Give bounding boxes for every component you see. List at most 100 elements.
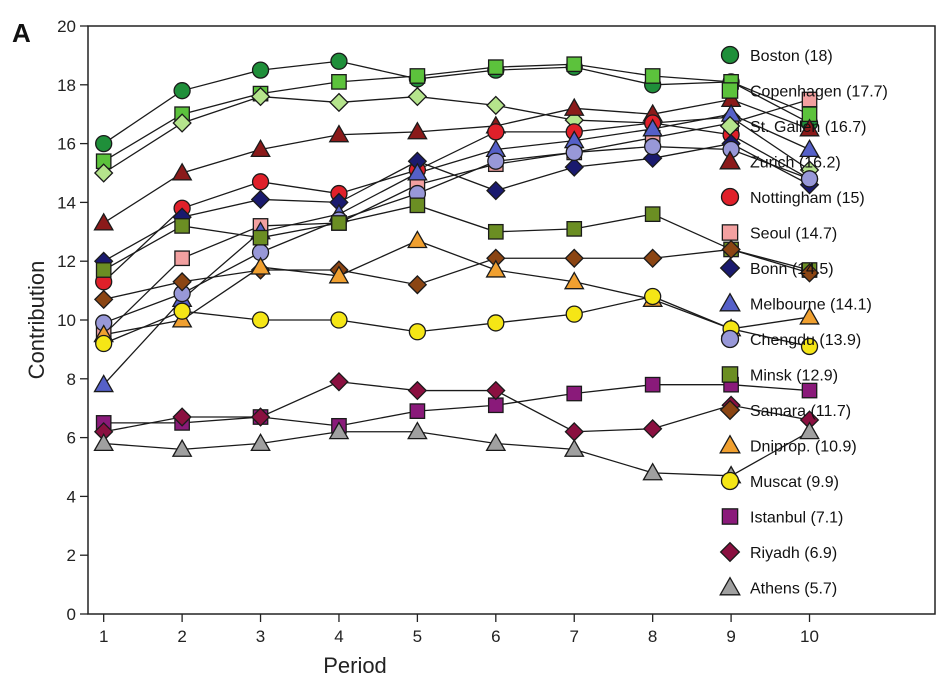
data-point bbox=[95, 134, 113, 153]
panel-label: A bbox=[12, 18, 31, 48]
data-point bbox=[408, 323, 427, 341]
data-point bbox=[328, 124, 350, 143]
series-line bbox=[103, 98, 810, 336]
legend-marker bbox=[719, 399, 741, 421]
data-point bbox=[799, 138, 820, 158]
data-point bbox=[801, 382, 818, 399]
data-point bbox=[644, 287, 662, 306]
data-point bbox=[564, 248, 584, 268]
data-point bbox=[487, 223, 504, 240]
data-point bbox=[487, 59, 504, 76]
x-tick-label: 4 bbox=[334, 627, 343, 646]
data-point bbox=[487, 123, 505, 141]
data-point bbox=[250, 138, 271, 158]
data-point bbox=[564, 422, 584, 442]
data-point bbox=[171, 162, 193, 181]
data-point bbox=[644, 376, 661, 393]
data-point bbox=[566, 56, 583, 73]
data-point bbox=[407, 275, 428, 295]
data-point bbox=[485, 432, 507, 452]
series-line bbox=[103, 145, 810, 324]
data-point bbox=[171, 438, 193, 457]
x-tick-label: 7 bbox=[570, 627, 579, 646]
legend-label: Chengdu (13.9) bbox=[750, 332, 861, 349]
data-point bbox=[487, 314, 505, 332]
legend-marker bbox=[719, 115, 741, 137]
legend-marker bbox=[720, 329, 740, 349]
series-line bbox=[103, 142, 810, 262]
y-tick-label: 2 bbox=[67, 546, 76, 565]
series-line bbox=[103, 248, 810, 301]
data-point bbox=[721, 239, 741, 260]
legend-label: Muscat (9.9) bbox=[750, 474, 839, 491]
data-point bbox=[801, 91, 818, 108]
legend-label: Melbourne (14.1) bbox=[750, 297, 872, 314]
data-point bbox=[800, 337, 819, 356]
data-point bbox=[409, 197, 426, 214]
data-point bbox=[250, 86, 271, 107]
legend-label: Boston (18) bbox=[750, 48, 833, 65]
data-point bbox=[563, 438, 585, 457]
series-line bbox=[103, 381, 810, 433]
data-point bbox=[407, 86, 428, 107]
data-point bbox=[172, 113, 192, 133]
y-tick-label: 18 bbox=[57, 76, 76, 95]
y-tick-label: 14 bbox=[57, 193, 76, 212]
data-point bbox=[563, 97, 585, 116]
data-point bbox=[799, 118, 820, 137]
data-point bbox=[93, 432, 115, 452]
data-point bbox=[487, 152, 505, 170]
data-point bbox=[329, 372, 349, 392]
legend-marker bbox=[721, 366, 739, 383]
data-point bbox=[485, 259, 507, 278]
data-point bbox=[250, 189, 271, 210]
data-point bbox=[251, 61, 270, 79]
data-point bbox=[486, 95, 506, 116]
series-line bbox=[103, 384, 810, 427]
legend-label: Riyadh (6.9) bbox=[750, 545, 837, 562]
data-point bbox=[486, 180, 506, 201]
x-tick-label: 5 bbox=[413, 627, 422, 646]
data-point bbox=[93, 374, 115, 393]
data-point bbox=[330, 311, 348, 329]
y-tick-label: 10 bbox=[57, 311, 76, 330]
legend-marker bbox=[720, 45, 740, 65]
series-line bbox=[103, 113, 810, 386]
x-tick-label: 3 bbox=[256, 627, 265, 646]
data-point bbox=[644, 206, 661, 223]
series-line bbox=[103, 204, 810, 271]
series-line bbox=[103, 63, 810, 162]
series-line bbox=[103, 122, 810, 283]
series-line bbox=[103, 431, 810, 477]
data-point bbox=[799, 421, 820, 440]
x-tick-label: 10 bbox=[800, 627, 819, 646]
data-point bbox=[799, 263, 820, 283]
data-point bbox=[329, 92, 349, 113]
data-point bbox=[642, 462, 663, 481]
series-line bbox=[103, 295, 810, 348]
y-tick-label: 6 bbox=[67, 429, 76, 448]
data-point bbox=[407, 121, 428, 140]
x-tick-label: 1 bbox=[99, 627, 108, 646]
legend-marker bbox=[720, 187, 740, 207]
data-point bbox=[409, 403, 426, 419]
data-point bbox=[642, 118, 663, 137]
legend-marker bbox=[719, 292, 741, 312]
data-point bbox=[330, 52, 348, 70]
data-point bbox=[250, 407, 271, 427]
data-point bbox=[252, 229, 269, 246]
data-point bbox=[328, 265, 350, 284]
legend-marker bbox=[719, 150, 741, 170]
data-point bbox=[95, 334, 113, 353]
series-line bbox=[103, 239, 810, 336]
data-point bbox=[563, 271, 585, 290]
legend-marker bbox=[721, 82, 739, 99]
legend-label: Zurich (16.2) bbox=[750, 155, 841, 172]
legend-label: St. Gallen (16.7) bbox=[750, 119, 867, 136]
x-tick-label: 2 bbox=[177, 627, 186, 646]
legend-label: Minsk (12.9) bbox=[750, 368, 838, 385]
y-tick-label: 20 bbox=[57, 17, 76, 36]
data-point bbox=[800, 170, 819, 188]
legend-marker bbox=[719, 257, 741, 279]
legend-label: Samara (11.7) bbox=[750, 403, 851, 420]
